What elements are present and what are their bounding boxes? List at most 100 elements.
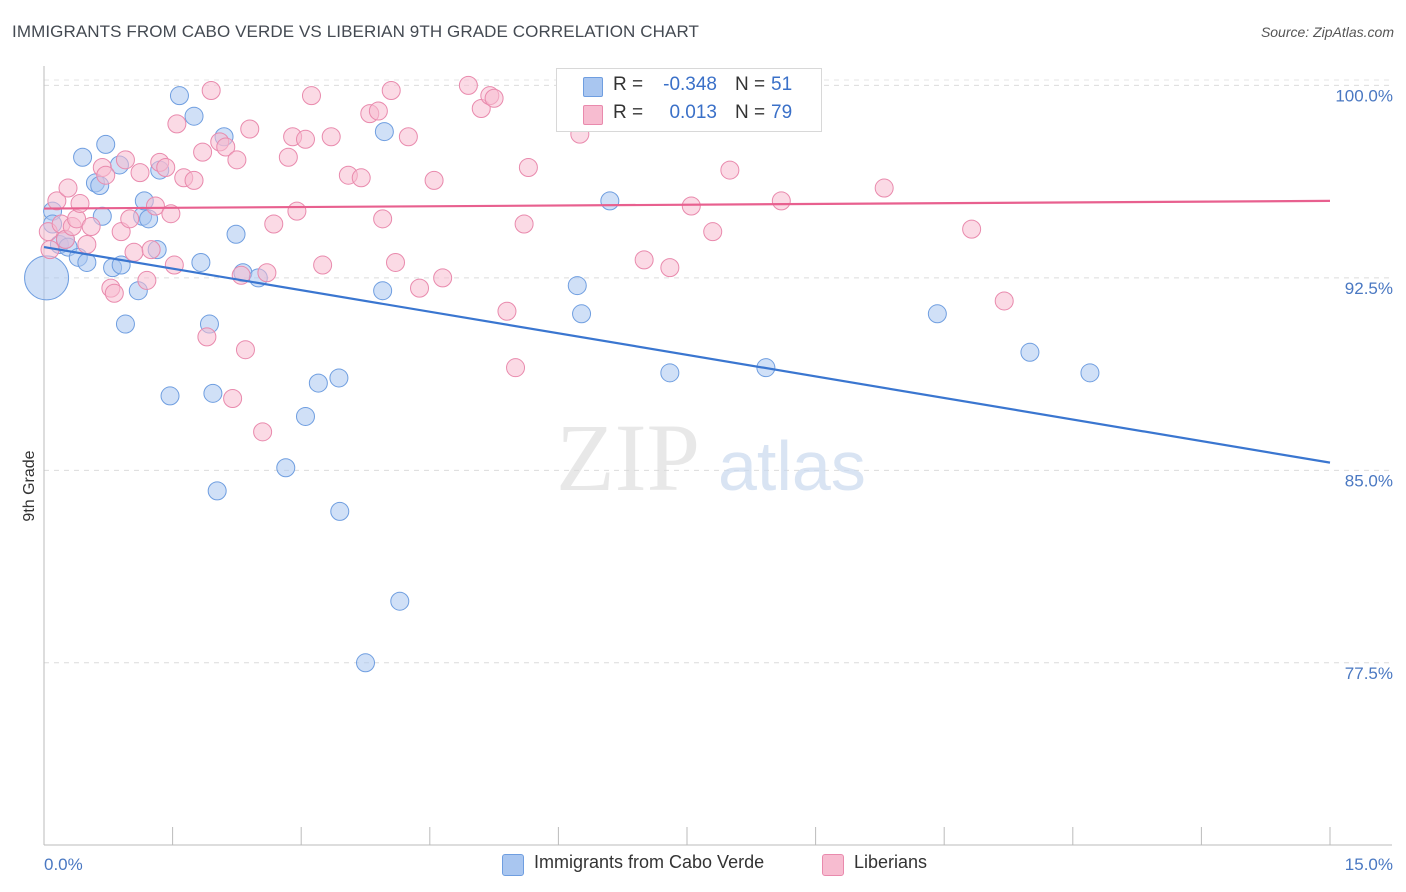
liberians-point bbox=[771, 191, 791, 211]
source-label: Source: ZipAtlas.com bbox=[1260, 24, 1394, 40]
cabo-verde-point bbox=[329, 368, 349, 388]
y-tick-label: 85.0% bbox=[1345, 471, 1393, 490]
legend-swatch-cabo-verde bbox=[583, 77, 603, 97]
liberians-point bbox=[410, 278, 430, 298]
cabo-verde-point bbox=[374, 122, 394, 142]
liberians-point bbox=[264, 214, 284, 234]
liberians-point bbox=[433, 268, 453, 288]
cabo-verde-point bbox=[184, 106, 204, 126]
cabo-verde-point bbox=[169, 86, 189, 106]
cabo-verde-point bbox=[73, 147, 93, 167]
cabo-verde-point bbox=[660, 363, 680, 383]
legend-swatch-liberians bbox=[583, 105, 603, 125]
liberians-point bbox=[518, 158, 538, 178]
cabo-verde-point bbox=[191, 252, 211, 272]
bottom-legend-swatch-liberians bbox=[822, 854, 844, 876]
liberians-point bbox=[193, 142, 213, 162]
liberians-point bbox=[216, 137, 236, 157]
liberians-point bbox=[96, 165, 116, 185]
series-liberians-points bbox=[38, 75, 1014, 442]
watermark-zip: ZIP bbox=[556, 404, 700, 511]
cabo-verde-point bbox=[1080, 363, 1100, 383]
cabo-verde-point bbox=[276, 458, 296, 478]
bottom-legend-label-liberians: Liberians bbox=[854, 852, 928, 872]
liberians-point bbox=[634, 250, 654, 270]
liberians-point bbox=[720, 160, 740, 180]
liberians-point bbox=[681, 196, 701, 216]
liberians-point bbox=[81, 217, 101, 237]
cabo-verde-point bbox=[390, 591, 410, 611]
liberians-point bbox=[386, 252, 406, 272]
liberians-point bbox=[58, 178, 78, 198]
liberians-point bbox=[235, 340, 255, 360]
liberians-point bbox=[70, 193, 90, 213]
cabo-verde-point bbox=[226, 224, 246, 244]
x-tick-label: 0.0% bbox=[44, 855, 83, 874]
chart-title: IMMIGRANTS FROM CABO VERDE VS LIBERIAN 9… bbox=[12, 22, 700, 41]
liberians-point bbox=[424, 170, 444, 190]
x-tick-label: 15.0% bbox=[1345, 855, 1393, 874]
liberians-point bbox=[115, 150, 135, 170]
cabo-verde-point bbox=[1020, 342, 1040, 362]
liberians-point bbox=[373, 209, 393, 229]
cabo-verde-point bbox=[203, 383, 223, 403]
legend-r-value: -0.348 bbox=[663, 74, 717, 95]
liberians-trend-line bbox=[43, 199, 1331, 210]
legend-n-label: N = bbox=[735, 74, 766, 95]
cabo-verde-point bbox=[567, 276, 587, 296]
liberians-point bbox=[497, 301, 517, 321]
liberians-point bbox=[351, 168, 371, 188]
liberians-point bbox=[398, 127, 418, 147]
cabo-verde-point bbox=[927, 304, 947, 324]
liberians-point bbox=[962, 219, 982, 239]
liberians-point bbox=[253, 422, 273, 442]
liberians-point bbox=[381, 81, 401, 101]
legend-n-label: N = bbox=[735, 102, 766, 123]
liberians-point bbox=[130, 163, 150, 183]
cabo-verde-point bbox=[115, 314, 135, 334]
y-tick-labels: 77.5% 85.0% 92.5% 100.0% bbox=[1335, 86, 1393, 682]
grid-lines bbox=[44, 79, 1392, 664]
cabo-verde-point bbox=[160, 386, 180, 406]
legend-r-label: R = bbox=[613, 74, 644, 95]
liberians-point bbox=[278, 147, 298, 167]
legend-r-value: 0.013 bbox=[669, 102, 717, 123]
liberians-point bbox=[368, 101, 388, 121]
liberians-point bbox=[167, 114, 187, 134]
liberians-point bbox=[120, 209, 140, 229]
correlation-legend: R = -0.348 N = 51 R = 0.013 N = 79 bbox=[556, 68, 822, 132]
liberians-point bbox=[161, 204, 181, 224]
y-tick-label: 77.5% bbox=[1345, 664, 1393, 683]
liberians-point bbox=[257, 263, 277, 283]
liberians-point bbox=[156, 158, 176, 178]
liberians-point bbox=[201, 81, 221, 101]
liberians-point bbox=[197, 327, 217, 347]
liberians-point bbox=[184, 170, 204, 190]
liberians-point bbox=[660, 258, 680, 278]
legend-n-value: 51 bbox=[771, 74, 793, 95]
liberians-point bbox=[145, 196, 165, 216]
liberians-point bbox=[104, 283, 124, 303]
liberians-point bbox=[295, 129, 315, 149]
cabo-verde-point bbox=[373, 281, 393, 301]
y-axis-title: 9th Grade bbox=[21, 450, 38, 521]
liberians-point bbox=[141, 240, 161, 260]
cabo-verde-point bbox=[24, 255, 70, 301]
liberians-point bbox=[874, 178, 894, 198]
axes bbox=[43, 66, 1392, 846]
liberians-point bbox=[240, 119, 260, 139]
liberians-point bbox=[124, 242, 144, 262]
cabo-verde-point bbox=[330, 501, 350, 521]
cabo-verde-trend-line bbox=[43, 245, 1331, 464]
watermark: ZIP atlas bbox=[556, 404, 866, 511]
cabo-verde-point bbox=[308, 373, 328, 393]
liberians-point bbox=[506, 358, 526, 378]
bottom-legend-label-cabo-verde: Immigrants from Cabo Verde bbox=[534, 852, 765, 872]
y-tick-label: 92.5% bbox=[1345, 279, 1393, 298]
liberians-point bbox=[47, 191, 67, 211]
liberians-point bbox=[313, 255, 333, 275]
x-tick-labels: 0.0% 15.0% bbox=[44, 855, 1393, 874]
liberians-point bbox=[994, 291, 1014, 311]
cabo-verde-point bbox=[295, 406, 315, 426]
